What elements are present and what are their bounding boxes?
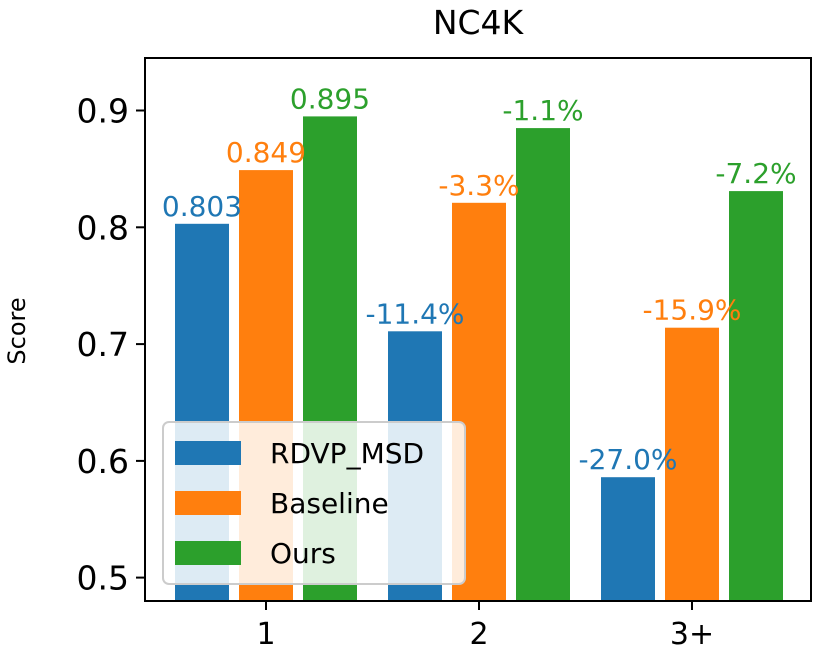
legend-label: Ours (270, 537, 336, 570)
legend-label: Baseline (270, 487, 389, 520)
data-labels-layer: 0.803 0.849 0.895 -11.4% -3.3% -1.1% -27.0% -15… (162, 82, 797, 476)
axes-layer: 0.5 0.6 0.7 0.8 0.9 1 2 3+ (77, 57, 812, 652)
y-axis-label: Score (3, 297, 31, 364)
bar-baseline-3 (665, 327, 719, 601)
x-tick-label: 1 (256, 617, 275, 652)
legend-swatch-rdvp-msd (175, 441, 241, 465)
bar-rdvp-msd-3 (601, 477, 655, 601)
data-label: -1.1% (502, 94, 583, 127)
data-label: -27.0% (578, 443, 677, 476)
data-label: 0.895 (290, 82, 370, 115)
y-tick-label: 0.6 (77, 442, 129, 481)
legend-label: RDVP_MSD (270, 437, 424, 470)
legend-swatch-ours (175, 541, 241, 565)
data-label: -3.3% (438, 169, 519, 202)
data-label: -7.2% (715, 157, 796, 190)
legend: RDVP_MSD Baseline Ours (162, 421, 466, 585)
bar-ours-2 (516, 128, 570, 601)
y-tick-label: 0.5 (77, 559, 129, 598)
data-label: 0.849 (226, 136, 306, 169)
y-tick-label: 0.9 (77, 92, 129, 131)
bar-ours-3 (729, 191, 783, 601)
data-label: -11.4% (365, 297, 464, 330)
y-tick-label: 0.8 (77, 208, 129, 247)
bars-layer (175, 116, 783, 602)
x-tick-label: 3+ (670, 617, 714, 652)
legend-swatch-baseline (175, 491, 241, 515)
data-label: 0.803 (162, 190, 242, 223)
data-label: -15.9% (642, 294, 741, 327)
x-tick-label: 2 (469, 617, 488, 652)
y-tick-label: 0.7 (77, 325, 129, 364)
chart-title: NC4K (433, 3, 525, 42)
